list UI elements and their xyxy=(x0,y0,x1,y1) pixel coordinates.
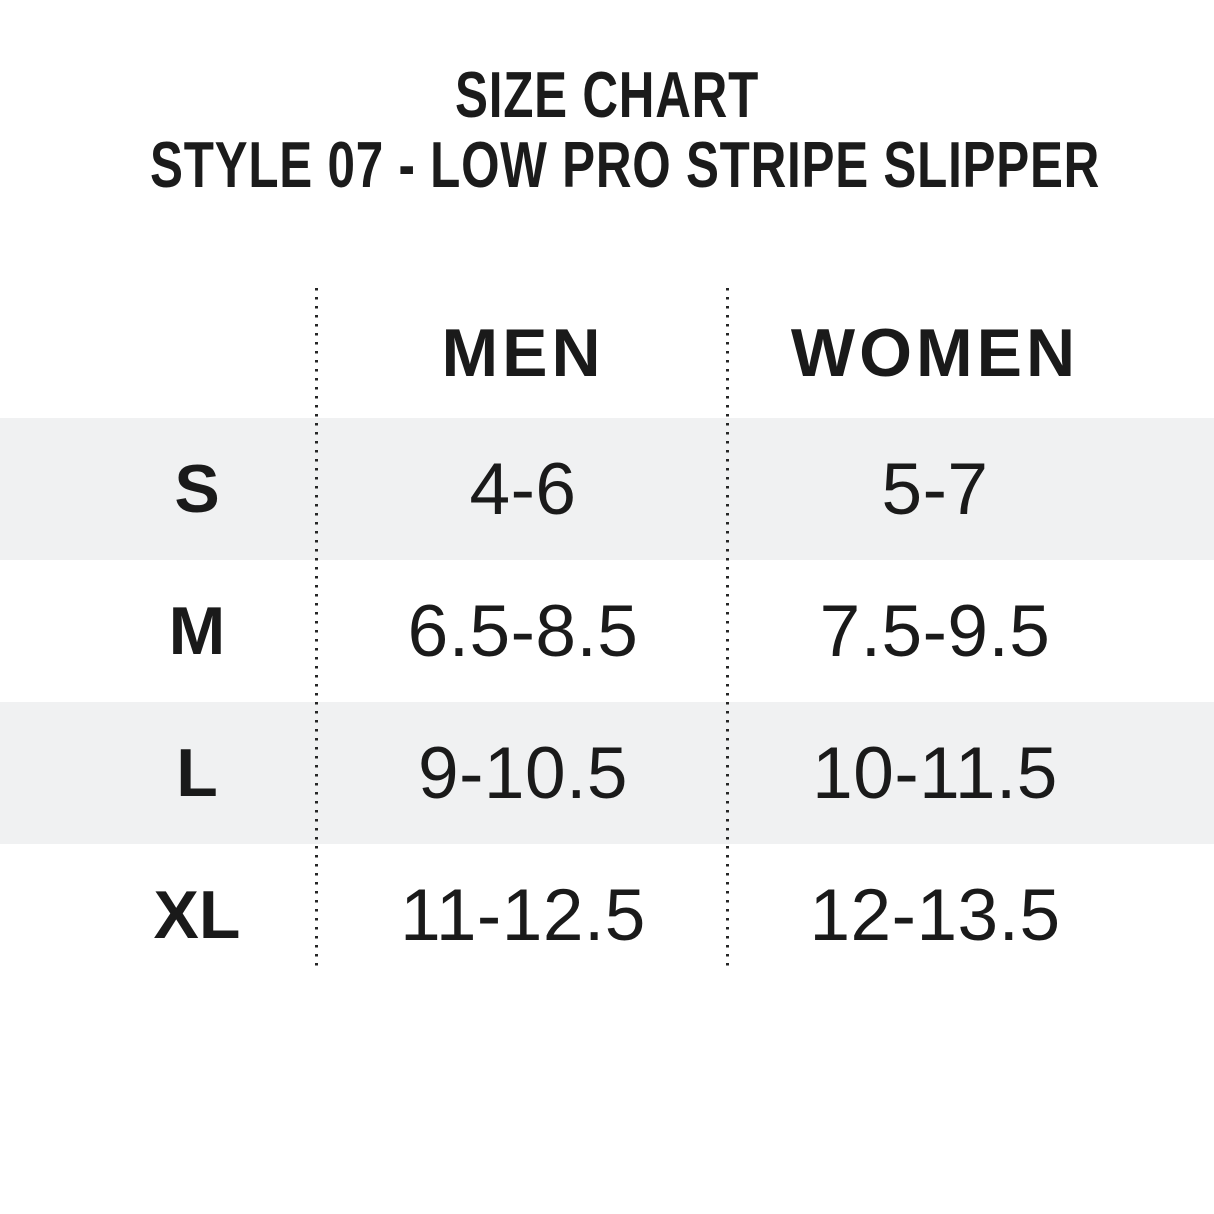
men-value: 11-12.5 xyxy=(400,874,646,956)
size-label: XL xyxy=(153,877,241,953)
women-value: 10-11.5 xyxy=(812,732,1058,814)
title-block: SIZE CHART STYLE 07 - LOW PRO STRIPE SLI… xyxy=(0,60,1214,200)
column-header-women: WOMEN xyxy=(790,315,1080,391)
table-row-xl: XL 11-12.5 12-13.5 xyxy=(0,844,1214,986)
page-title-text: SIZE CHART xyxy=(455,58,759,131)
table-row-l: L 9-10.5 10-11.5 xyxy=(0,702,1214,844)
size-label: S xyxy=(174,451,220,527)
page-subtitle: STYLE 07 - LOW PRO STRIPE SLIPPER xyxy=(0,130,1214,200)
women-value: 12-13.5 xyxy=(809,874,1061,956)
table-row-m: M 6.5-8.5 7.5-9.5 xyxy=(0,560,1214,702)
table-header-row: MEN WOMEN xyxy=(0,288,1214,418)
size-label: M xyxy=(168,593,226,669)
women-value: 5-7 xyxy=(881,448,989,530)
women-value: 7.5-9.5 xyxy=(819,590,1051,672)
size-chart-table: MEN WOMEN S 4-6 5-7 M 6.5-8.5 7.5-9.5 L … xyxy=(0,288,1214,986)
size-label: L xyxy=(176,735,218,811)
column-divider-left xyxy=(315,288,318,970)
table-row-s: S 4-6 5-7 xyxy=(0,418,1214,560)
column-divider-right xyxy=(726,288,729,970)
men-value: 6.5-8.5 xyxy=(407,590,639,672)
column-header-men: MEN xyxy=(441,315,605,391)
men-value: 9-10.5 xyxy=(418,732,628,814)
men-value: 4-6 xyxy=(469,448,577,530)
page-subtitle-text: STYLE 07 - LOW PRO STRIPE SLIPPER xyxy=(150,128,1101,201)
page-title: SIZE CHART xyxy=(0,60,1214,130)
